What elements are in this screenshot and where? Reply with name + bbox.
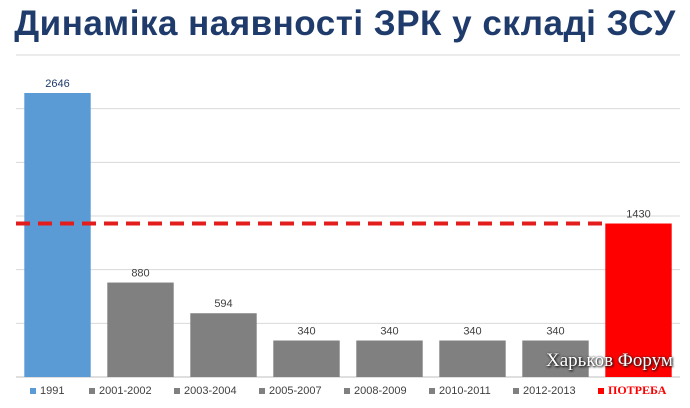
legend-label-2: 2001-2002 [99,385,152,397]
bar-1 [24,92,91,377]
bar-2 [107,282,174,377]
legend-label-4: 2005-2007 [269,385,322,397]
legend-swatch-5 [344,388,350,394]
legend-swatch-1 [30,388,36,394]
legend-swatch-3 [174,388,180,394]
bars [24,92,672,377]
bar-7 [522,340,589,377]
bar-6 [439,340,506,377]
chart-title: Динаміка наявності ЗРК у складі ЗСУ [14,4,676,43]
legend: 1991 2001-2002 2003-2004 2005-2007 2008-2009… [30,383,667,397]
watermark: Харьков Форум [546,350,673,371]
legend-label-5: 2008-2009 [354,385,407,397]
data-label-5: 340 [380,326,398,338]
legend-swatch-8 [598,388,604,394]
data-label-3: 594 [214,298,232,310]
legend-label-7: 2012-2013 [523,385,576,397]
data-label-1: 2646 [45,78,69,90]
legend-swatch-6 [429,388,435,394]
legend-swatch-2 [89,388,95,394]
legend-label-1: 1991 [40,385,64,397]
legend-label-3: 2003-2004 [184,385,237,397]
data-label-6: 340 [463,326,481,338]
data-labels: 2646 880 594 340 340 340 340 1430 [45,78,650,338]
legend-swatch-4 [259,388,265,394]
data-label-4: 340 [297,326,315,338]
legend-label-6: 2010-2011 [439,385,491,397]
bar-3 [190,313,257,377]
data-label-2: 880 [131,268,149,280]
data-label-8: 1430 [626,209,650,221]
legend-label-8: ПОТРЕБА [608,383,667,397]
bar-4 [273,340,340,377]
bar-5 [356,340,423,377]
bar-8 [605,223,672,377]
data-label-7: 340 [546,326,564,338]
legend-swatch-7 [513,388,519,394]
